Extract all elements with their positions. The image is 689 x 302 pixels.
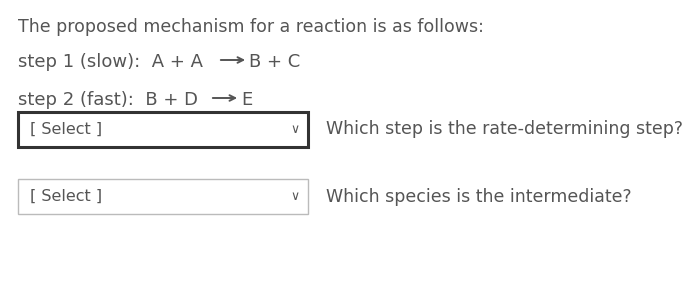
Text: Which step is the rate-determining step?: Which step is the rate-determining step? bbox=[326, 120, 683, 139]
Text: Which species is the intermediate?: Which species is the intermediate? bbox=[326, 188, 632, 205]
Text: The proposed mechanism for a reaction is as follows:: The proposed mechanism for a reaction is… bbox=[18, 18, 484, 36]
Bar bbox=[18, 112, 308, 147]
Text: step 1 (slow):  A + A: step 1 (slow): A + A bbox=[18, 53, 209, 71]
Text: E: E bbox=[241, 91, 252, 109]
Text: [ Select ]: [ Select ] bbox=[30, 189, 102, 204]
Text: step 2 (fast):  B + D: step 2 (fast): B + D bbox=[18, 91, 209, 109]
Text: ∨: ∨ bbox=[291, 123, 300, 136]
Bar bbox=[18, 179, 308, 214]
Text: B + C: B + C bbox=[249, 53, 300, 71]
Text: [ Select ]: [ Select ] bbox=[30, 122, 102, 137]
Text: ∨: ∨ bbox=[291, 190, 300, 203]
